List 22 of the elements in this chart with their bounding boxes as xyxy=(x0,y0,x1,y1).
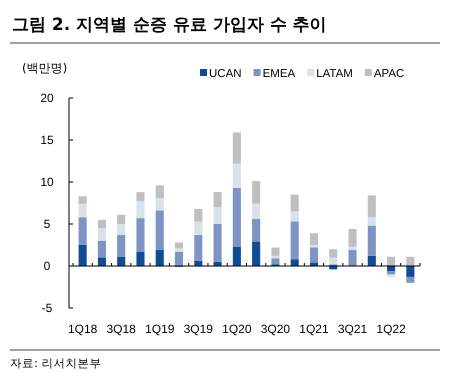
legend-label: APAC xyxy=(374,68,404,80)
x-tick-label: 1Q19 xyxy=(145,322,175,336)
x-tick-label: 1Q21 xyxy=(299,322,329,336)
text: 자료: 리서치본부 xyxy=(10,356,102,370)
y-tick-label: 10 xyxy=(40,175,54,189)
x-tick-label: 3Q20 xyxy=(260,322,290,336)
y-tick-label: 5 xyxy=(44,217,51,231)
y-tick-label: 0 xyxy=(44,259,51,273)
legend-label: EMEA xyxy=(262,68,296,80)
legend-label: UCAN xyxy=(209,68,242,80)
chart-title: 그림 2. 지역별 순증 유료 가입자 수 추이 xyxy=(12,15,327,35)
x-tick-label: 1Q20 xyxy=(222,322,252,336)
x-tick-label: 3Q18 xyxy=(106,322,136,336)
x-tick-label: 1Q18 xyxy=(68,322,98,336)
y-tick-label: -5 xyxy=(42,301,53,315)
x-tick-label: 1Q22 xyxy=(376,322,406,336)
y-axis-title: (백만명) xyxy=(22,61,68,75)
legend-label: LATAM xyxy=(316,68,353,80)
x-tick-label: 3Q21 xyxy=(338,322,368,336)
x-tick-label: 3Q19 xyxy=(184,322,214,336)
y-tick-label: 15 xyxy=(40,133,54,147)
y-tick-label: 20 xyxy=(40,91,54,105)
